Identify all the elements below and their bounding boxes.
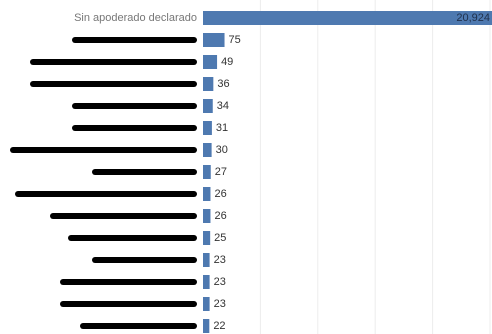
bar — [203, 11, 492, 25]
redaction — [68, 235, 197, 241]
bar — [203, 209, 211, 223]
bar — [203, 253, 210, 267]
value-label: 20,924 — [456, 12, 490, 24]
redaction — [72, 125, 197, 131]
value-label: 30 — [216, 144, 228, 156]
redaction — [80, 323, 197, 329]
redaction — [30, 59, 197, 65]
bar — [203, 55, 218, 69]
bar — [203, 99, 213, 113]
value-label: 25 — [214, 232, 226, 244]
redaction — [92, 257, 197, 263]
redaction — [92, 169, 197, 175]
value-label: 26 — [214, 188, 226, 200]
value-label: 34 — [217, 100, 229, 112]
bar — [203, 121, 212, 135]
bar — [203, 275, 210, 289]
value-label: 22 — [213, 320, 225, 332]
value-label: 75 — [229, 34, 241, 46]
redaction — [30, 81, 197, 87]
value-label: 23 — [214, 298, 226, 310]
redaction — [72, 37, 197, 43]
value-label: 31 — [216, 122, 228, 134]
bar — [203, 77, 214, 91]
value-label: 27 — [215, 166, 227, 178]
redaction — [15, 191, 197, 197]
category-label: Sin apoderado declarado — [74, 12, 197, 24]
bar — [203, 33, 225, 47]
bar — [203, 297, 210, 311]
redaction — [60, 301, 197, 307]
redaction — [50, 213, 197, 219]
bar — [203, 319, 210, 333]
redaction — [60, 279, 197, 285]
value-label: 23 — [214, 276, 226, 288]
value-label: 23 — [214, 254, 226, 266]
bar — [203, 187, 211, 201]
value-label: 49 — [221, 56, 233, 68]
redaction — [72, 103, 197, 109]
value-label: 36 — [217, 78, 229, 90]
bar — [203, 165, 211, 179]
bar — [203, 231, 211, 245]
bar — [203, 143, 212, 157]
redaction — [10, 147, 197, 153]
value-label: 26 — [214, 210, 226, 222]
